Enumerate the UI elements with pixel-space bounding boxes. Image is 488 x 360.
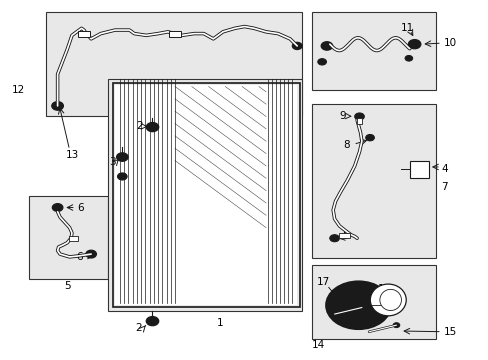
Circle shape — [321, 42, 332, 50]
Text: 12: 12 — [12, 85, 25, 95]
Circle shape — [149, 319, 155, 323]
Text: 5: 5 — [64, 281, 70, 291]
Text: 2: 2 — [135, 323, 141, 333]
Text: 8: 8 — [342, 140, 349, 150]
Bar — [311, 104, 435, 258]
Text: 11: 11 — [400, 23, 413, 33]
Circle shape — [367, 136, 371, 139]
Circle shape — [365, 135, 374, 141]
Circle shape — [146, 316, 159, 326]
Text: 17: 17 — [316, 277, 329, 287]
Circle shape — [292, 42, 302, 49]
Text: 10: 10 — [443, 38, 456, 48]
Ellipse shape — [379, 289, 401, 311]
Text: 14: 14 — [311, 340, 325, 350]
Circle shape — [89, 252, 93, 256]
Bar — [78, 31, 89, 37]
Circle shape — [357, 115, 361, 118]
Bar — [112, 83, 299, 307]
Bar — [45, 13, 302, 117]
Circle shape — [354, 113, 364, 120]
Circle shape — [120, 155, 124, 159]
Circle shape — [146, 122, 159, 132]
Bar — [311, 12, 435, 90]
Text: 16: 16 — [378, 284, 391, 294]
Circle shape — [332, 237, 336, 240]
Circle shape — [86, 250, 96, 258]
Bar — [409, 161, 428, 178]
Text: 3: 3 — [109, 157, 115, 167]
Circle shape — [344, 294, 372, 316]
Circle shape — [324, 44, 328, 48]
Text: 13: 13 — [65, 150, 79, 160]
Text: 4: 4 — [440, 165, 447, 174]
Circle shape — [295, 45, 299, 48]
Circle shape — [149, 125, 155, 129]
Bar — [311, 265, 435, 339]
Circle shape — [355, 303, 361, 307]
Text: 2: 2 — [136, 121, 142, 131]
Circle shape — [325, 281, 390, 329]
Text: 8: 8 — [342, 231, 348, 242]
Circle shape — [334, 288, 382, 323]
Bar — [169, 31, 181, 37]
Text: 6: 6 — [76, 252, 82, 262]
Circle shape — [52, 204, 63, 211]
Bar — [356, 118, 362, 123]
Text: 7: 7 — [440, 182, 447, 192]
Text: 6: 6 — [77, 203, 84, 212]
Circle shape — [117, 173, 127, 180]
Circle shape — [352, 301, 364, 310]
Bar — [115, 85, 297, 305]
Circle shape — [358, 305, 365, 310]
Circle shape — [52, 102, 63, 110]
Text: 9: 9 — [339, 111, 346, 121]
Circle shape — [407, 40, 420, 49]
Circle shape — [317, 59, 326, 65]
Bar — [68, 236, 78, 241]
Text: 1: 1 — [217, 318, 224, 328]
Circle shape — [55, 104, 60, 108]
Text: 15: 15 — [443, 327, 456, 337]
Bar — [108, 80, 302, 311]
Bar — [339, 233, 349, 238]
Circle shape — [411, 42, 417, 46]
Bar — [29, 196, 108, 279]
Ellipse shape — [369, 284, 406, 316]
Circle shape — [392, 323, 399, 328]
Circle shape — [116, 153, 128, 161]
Circle shape — [329, 235, 339, 242]
Circle shape — [404, 55, 412, 61]
Circle shape — [55, 206, 60, 209]
